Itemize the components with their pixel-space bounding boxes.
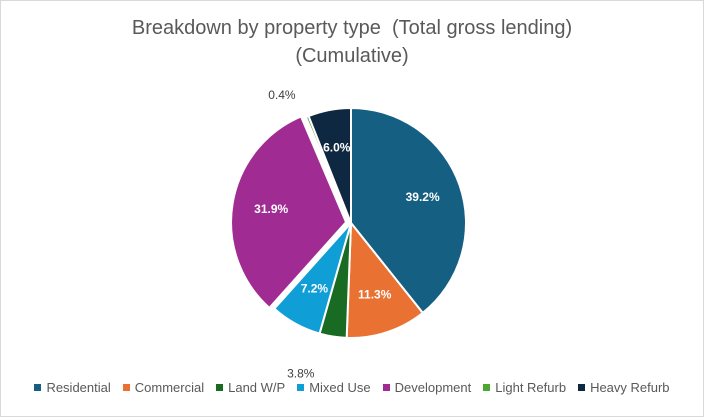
- legend-item-land-w-p: Land W/P: [216, 380, 285, 395]
- legend-label: Residential: [46, 380, 111, 395]
- legend-swatch: [297, 384, 305, 391]
- data-label-heavy-refurb: 6.0%: [323, 141, 351, 155]
- data-label-land-w-p: 3.8%: [287, 367, 315, 381]
- legend-swatch: [216, 384, 224, 391]
- chart-legend: Residential Commercial Land W/P Mixed Use De…: [0, 380, 704, 395]
- legend-label: Heavy Refurb: [590, 380, 670, 395]
- pie-slice-residential: [350, 106, 467, 315]
- legend-swatch: [382, 384, 390, 391]
- pie-slice-mixed-use: [272, 222, 352, 335]
- chart-subtitle: (Cumulative): [295, 45, 409, 67]
- data-label-mixed-use: 7.2%: [301, 282, 329, 296]
- legend-item-mixed-use: Mixed Use: [297, 380, 371, 395]
- legend-label: Commercial: [134, 380, 205, 395]
- data-label-residential: 39.2%: [406, 190, 440, 204]
- legend-item-development: Development: [382, 380, 472, 395]
- legend-swatch: [122, 384, 130, 391]
- legend-label: Development: [394, 380, 472, 395]
- legend-swatch: [483, 384, 491, 391]
- legend-item-residential: Residential: [34, 380, 111, 395]
- chart-title: Breakdown by property type (Total gross …: [131, 17, 573, 39]
- legend-swatch: [578, 384, 586, 391]
- legend-item-heavy-refurb: Heavy Refurb: [578, 380, 670, 395]
- data-label-light-refurb: 0.4%: [268, 88, 296, 102]
- legend-label: Mixed Use: [309, 380, 371, 395]
- pie-slice-heavy-refurb: [307, 106, 352, 224]
- legend-label: Land W/P: [228, 380, 286, 395]
- legend-item-light-refurb: Light Refurb: [483, 380, 566, 395]
- data-label-commercial: 11.3%: [358, 287, 392, 301]
- chart-title-block: Breakdown by property type (Total gross …: [0, 14, 704, 70]
- pie-slice-commercial: [345, 220, 425, 339]
- pie-slice-development: [230, 115, 348, 310]
- legend-item-commercial: Commercial: [122, 380, 205, 395]
- legend-swatch: [34, 384, 42, 391]
- data-label-development: 31.9%: [254, 202, 288, 216]
- legend-label: Light Refurb: [495, 380, 567, 395]
